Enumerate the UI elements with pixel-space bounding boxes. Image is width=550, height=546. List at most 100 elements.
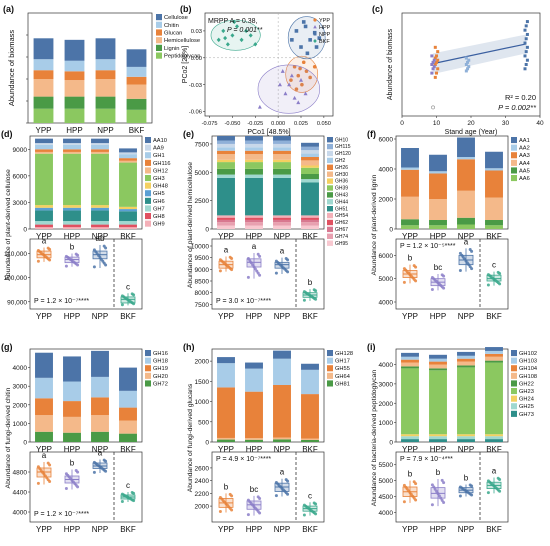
bar-segment [401, 362, 419, 367]
data-point [525, 58, 529, 62]
x-tick-label: YPP [218, 312, 234, 321]
data-point [431, 60, 435, 64]
legend-swatch [327, 240, 333, 246]
bar-segment [457, 159, 475, 191]
data-point [525, 20, 529, 24]
legend-label: GH26 [335, 165, 348, 171]
x-tick-label: BKF [302, 445, 318, 454]
bar-segment [457, 365, 475, 368]
y-tick-label: 4000 [379, 510, 394, 517]
legend-swatch [145, 190, 151, 197]
data-point [232, 19, 237, 25]
data-point [433, 63, 437, 66]
x-tick-label: NPP [92, 232, 108, 241]
bar-segment [91, 207, 109, 211]
legend-label: GH43 [335, 193, 348, 199]
data-point [486, 491, 490, 495]
legend-swatch [327, 178, 333, 184]
bar-segment [401, 219, 419, 226]
y-tick-label: 6000 [13, 173, 28, 180]
plot-frame [27, 12, 153, 124]
bar-segment [217, 439, 235, 442]
bar-segment [217, 174, 235, 178]
legend-swatch [327, 150, 333, 157]
plot-frame [395, 451, 509, 523]
x-tick-label: NPP [92, 525, 108, 534]
bar-segment [273, 174, 291, 178]
data-point [430, 63, 434, 66]
bar-segment [401, 366, 419, 369]
bar-segment [245, 222, 263, 226]
bar-segment [35, 207, 53, 211]
y-axis-label: Abundance of plant-derived cellulose [5, 169, 12, 281]
data-point [218, 495, 222, 499]
data-point [298, 66, 302, 71]
legend-label: Lignin [164, 46, 179, 52]
bar-segment [301, 165, 319, 168]
y-tick-label: 90,000 [7, 299, 27, 306]
bar-segment [126, 66, 147, 77]
bar-segment [245, 162, 263, 169]
bar-segment [91, 227, 109, 229]
x-tick-label: YPP [218, 525, 234, 534]
legend-marker [313, 18, 317, 22]
x-tick-label: 10 [433, 120, 441, 127]
bar-segment [35, 227, 53, 229]
data-point [439, 496, 443, 500]
data-point [436, 492, 440, 496]
data-point [36, 465, 40, 469]
bar-segment [33, 38, 54, 60]
legend-swatch [145, 350, 151, 357]
bar-segment [119, 162, 137, 207]
data-point [235, 24, 239, 29]
x-axis-label: PCo1 [48.5%] [247, 129, 290, 136]
legend-label: GH103 [519, 359, 537, 365]
x-tick-label: HPP [430, 232, 446, 241]
panel-label-e: (e) [183, 129, 194, 139]
legend-label: GH102 [519, 351, 537, 357]
legend-swatch [327, 206, 333, 212]
data-point [436, 50, 440, 54]
data-point [230, 33, 235, 38]
legend-label: GH39 [335, 186, 348, 192]
legend-swatch [145, 357, 151, 364]
bar-segment [301, 394, 319, 439]
x-tick-label: NPP [458, 445, 474, 454]
legend-label: AA9 [153, 146, 164, 152]
x-tick-label: NPP [92, 312, 108, 321]
legend-label: BKF [319, 39, 330, 45]
legend-swatch [511, 167, 517, 174]
bar-segment [429, 354, 447, 359]
significance-letter: b [436, 468, 441, 477]
bar-segment [63, 143, 81, 145]
bar-segment [63, 221, 81, 225]
legend-swatch [327, 185, 333, 191]
data-point [436, 67, 440, 71]
significance-letter: c [492, 261, 496, 270]
bar-segment [217, 136, 235, 141]
bar-segment [63, 153, 81, 206]
panel-label-d: (d) [1, 129, 13, 139]
bar-segment [485, 168, 503, 171]
x-tick-label: NPP [92, 445, 108, 454]
data-point [36, 249, 40, 253]
data-point [433, 75, 437, 79]
legend-label: GH19 [153, 366, 168, 372]
bar-segment [64, 96, 85, 109]
bar-segment [273, 217, 291, 220]
significance-letter: c [126, 481, 130, 490]
y-tick-label: 0.03 [191, 29, 202, 35]
y-tick-label: 9500 [195, 255, 210, 262]
legend-swatch [145, 213, 151, 220]
data-point [74, 252, 78, 256]
legend-label: GH128 [335, 351, 353, 357]
data-point [314, 45, 319, 49]
data-point [46, 246, 50, 250]
bar-segment [457, 224, 475, 229]
data-point [523, 54, 527, 58]
y-tick-label: 2500 [195, 198, 210, 205]
x-tick-label: HPP [246, 525, 262, 534]
bar-segment [245, 219, 263, 223]
legend-label: GH2 [335, 158, 346, 164]
data-point [102, 244, 106, 248]
